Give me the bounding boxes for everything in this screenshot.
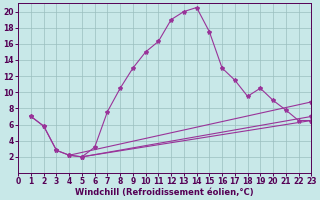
- X-axis label: Windchill (Refroidissement éolien,°C): Windchill (Refroidissement éolien,°C): [76, 188, 254, 197]
